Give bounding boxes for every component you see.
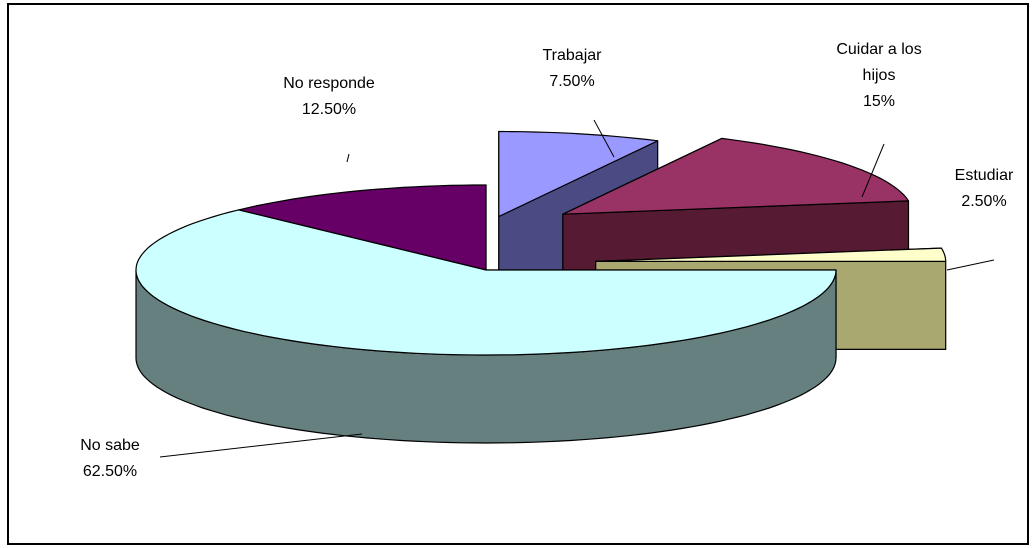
leader-line (159, 433, 363, 458)
data-label: No sabe 62.50% (80, 437, 140, 480)
slice-no-sabe (135, 209, 837, 444)
slice-top (498, 130, 659, 218)
slice-top (135, 209, 837, 356)
slice-top (237, 184, 487, 271)
leader-line (946, 259, 995, 271)
slice-top (562, 137, 910, 215)
data-label: Trabajar 7.50% (543, 47, 603, 90)
slice-top (595, 247, 947, 262)
data-label: No responde 12.50% (283, 75, 375, 118)
data-label: Cuidar a los hijos 15% (836, 41, 921, 110)
pie-chart: Trabajar 7.50% Cuidar a los hijos 15% Estudia… (80, 41, 1014, 480)
data-label: Estudiar 2.50% (955, 167, 1014, 210)
leader-line (346, 153, 350, 163)
leader-line (593, 119, 615, 158)
leader-line (861, 143, 885, 198)
chart-frame: Trabajar 7.50% Cuidar a los hijos 15% Estudia… (7, 3, 1029, 545)
